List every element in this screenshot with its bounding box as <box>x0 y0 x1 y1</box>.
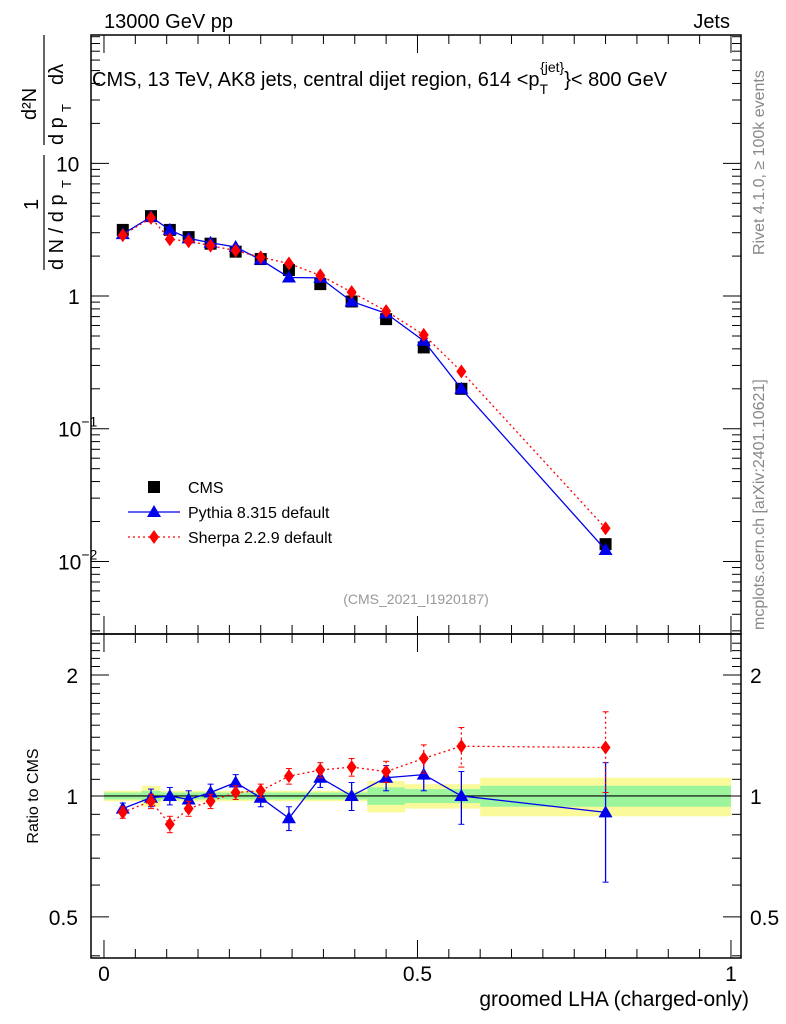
diamond-marker <box>183 801 194 816</box>
svg-text:T: T <box>59 180 74 188</box>
x-tick-label: 0 <box>98 963 110 986</box>
legend: CMS Pythia 8.315 default Sherpa 2.2.9 defa… <box>128 480 333 547</box>
diamond-marker <box>164 232 175 247</box>
triangle-marker <box>281 270 296 283</box>
header-left: 13000 GeV pp <box>104 11 233 33</box>
diamond-marker <box>146 210 157 225</box>
x-tick-label: 1 <box>725 963 737 986</box>
diamond-marker <box>381 764 392 779</box>
diamond-marker <box>315 763 326 778</box>
ratio-y-label: Ratio to CMS <box>25 748 42 843</box>
y-tick-label: 10 <box>56 153 79 176</box>
diamond-marker <box>456 364 467 379</box>
series-line <box>122 216 607 551</box>
diamond-marker <box>381 304 392 319</box>
diamond-marker <box>230 243 241 258</box>
triangle-marker <box>228 775 243 788</box>
diamond-marker <box>149 530 159 544</box>
triangle-marker <box>344 294 359 307</box>
triangle-marker <box>162 222 177 235</box>
ratio-y-tick-label-right: 0.5 <box>750 907 779 930</box>
series-diamond <box>117 210 611 834</box>
diamond-marker <box>255 783 266 798</box>
diamond-marker <box>230 785 241 800</box>
rivet-label: Rivet 4.1.0, ≥ 100k events <box>751 70 768 255</box>
triangle-marker <box>147 505 161 517</box>
diamond-marker <box>255 250 266 265</box>
series-layer <box>115 209 613 883</box>
analysis-annotation: (CMS_2021_I1920187) <box>343 591 489 607</box>
x-axis-label: groomed LHA (charged-only) <box>479 988 749 1011</box>
svg-text:d N / d p: d N / d p <box>46 194 68 270</box>
mcplots-label: mcplots.cern.ch [arXiv:2401.10621] <box>751 379 768 630</box>
ratio-y-tick-label-right: 2 <box>750 665 762 688</box>
svg-text:T: T <box>59 104 74 112</box>
diamond-marker <box>205 238 216 253</box>
diamond-marker <box>418 327 429 342</box>
diamond-marker <box>117 228 128 243</box>
diamond-marker <box>456 739 467 754</box>
y-tick-label: 1 <box>68 286 80 309</box>
y-axis-label: 1 d N / d p T d²N d p T dλ <box>19 35 74 270</box>
y-tick-exponent: −1 <box>81 414 97 430</box>
diamond-marker <box>346 285 357 300</box>
ratio-y-tick-label: 2 <box>66 665 78 688</box>
ratio-y-tick-label-right: 1 <box>750 786 762 809</box>
legend-label: CMS <box>188 480 224 497</box>
x-tick-label: 0.5 <box>403 963 432 986</box>
series-triangle <box>115 209 613 883</box>
triangle-marker <box>454 381 469 394</box>
diamond-marker <box>600 740 611 755</box>
ratio-y-tick-label: 0.5 <box>49 907 78 930</box>
triangle-marker <box>162 788 177 801</box>
ratio-line <box>122 745 606 826</box>
square-marker <box>148 481 160 493</box>
svg-text:dλ: dλ <box>46 64 68 85</box>
triangle-marker <box>598 805 613 818</box>
diamond-marker <box>346 760 357 775</box>
triangle-marker <box>454 788 469 801</box>
diamond-marker <box>146 794 157 809</box>
ratio-frame <box>90 633 742 959</box>
triangle-marker <box>416 767 431 780</box>
plot-title: CMS, 13 TeV, AK8 jets, central dijet reg… <box>92 59 668 97</box>
y-tick-exponent: −2 <box>81 546 97 562</box>
diamond-marker <box>283 256 294 271</box>
ratio-y-tick-label: 1 <box>66 786 78 809</box>
diamond-marker <box>315 268 326 283</box>
diamond-marker <box>600 521 611 536</box>
triangle-marker <box>344 788 359 801</box>
diamond-marker <box>164 817 175 832</box>
triangle-marker <box>203 785 218 798</box>
triangle-marker <box>598 542 613 555</box>
diamond-marker <box>283 769 294 784</box>
svg-text:d²N: d²N <box>19 88 41 120</box>
diamond-marker <box>117 805 128 820</box>
diamond-marker <box>183 234 194 249</box>
legend-label: Pythia 8.315 default <box>188 505 330 522</box>
legend-label: Sherpa 2.2.9 default <box>188 530 333 547</box>
diamond-marker <box>418 751 429 766</box>
triangle-marker <box>281 811 296 824</box>
header-right: Jets <box>693 11 730 33</box>
svg-text:d p: d p <box>46 117 68 145</box>
diamond-marker <box>205 794 216 809</box>
triangle-marker <box>181 792 196 805</box>
series-square <box>116 210 612 551</box>
svg-text:1: 1 <box>21 199 43 210</box>
